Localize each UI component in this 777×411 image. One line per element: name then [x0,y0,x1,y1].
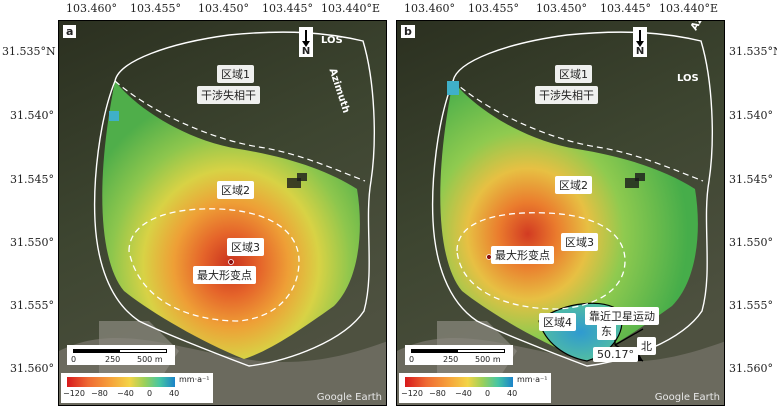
colorbar-legend: −120 −80 −40 0 40 mm·a⁻¹ [61,373,213,403]
max-deformation-point [228,259,234,265]
colorbar-tick: 40 [169,389,180,398]
scale-label: 250 [105,355,121,364]
angle-label: 50.17° [593,347,638,362]
map-canvas-a [59,21,386,405]
colorbar-tick: 0 [147,389,153,398]
colorbar-tick: 40 [507,389,518,398]
lon-tick-label: 103.440°E [659,2,719,15]
coherence-patch [109,111,119,121]
north-arrow: N [633,27,647,57]
lat-tick-label: 31.535°N [2,45,56,58]
panel-label: a [63,25,77,38]
map-credit: Google Earth [316,392,382,403]
deformation-field [102,81,360,359]
east-vector [614,328,644,346]
scale-bar: 0 250 500 m [405,345,513,365]
lon-tick-label: 103.445° [600,2,651,15]
lat-tick-label: 31.555° [729,299,773,312]
north-letter: N [635,46,645,57]
lat-tick-label: 31.545° [729,173,773,186]
decorrelation-patch [635,173,645,181]
los-label: LOS [321,35,343,46]
lat-tick-label: 31.535°N [729,45,777,58]
region1-boundary [452,80,704,182]
lon-tick-label: 103.460° [66,2,117,15]
lat-tick-label: 31.550° [10,236,54,249]
decorrelation-patch [297,173,307,181]
colorbar-tick: −120 [401,389,423,398]
scale-bar: 0 250 500 m [67,345,175,365]
colorbar-unit: mm·a⁻¹ [517,375,548,384]
scale-label: 0 [71,355,77,364]
lat-tick-label: 31.555° [10,299,54,312]
colorbar-tick: −40 [117,389,134,398]
colorbar-tick: −120 [63,389,85,398]
colorbar-gradient [67,377,175,387]
map-credit: Google Earth [654,392,720,403]
colorbar-tick: −80 [91,389,108,398]
region3-label: 区域3 [561,233,598,251]
region4-label: 区域4 [539,313,576,331]
panel-label: b [401,25,415,38]
region3-label: 区域3 [227,238,264,256]
lat-tick-label: 31.540° [729,109,773,122]
toward-satellite-label: 靠近卫星运动 [585,307,659,325]
scale-label: 500 m [475,355,501,364]
north-cn-label: 北 [637,337,656,355]
lon-tick-label: 103.455° [130,2,181,15]
max-deformation-label: 最大形变点 [491,246,554,264]
landslide-boundary [431,31,713,367]
lon-tick-label: 103.460° [404,2,455,15]
scale-label: 500 m [137,355,163,364]
lon-tick-label: 103.450° [536,2,587,15]
los-label: LOS [677,73,699,84]
region1-label: 区域1 [217,65,254,83]
lat-tick-label: 31.540° [10,109,54,122]
max-deformation-label: 最大形变点 [193,266,256,284]
scale-label: 0 [409,355,415,364]
colorbar-unit: mm·a⁻¹ [179,375,210,384]
decorrelation-label: 干涉失相干 [197,86,260,104]
landslide-boundary [93,31,375,367]
decorrelation-label: 干涉失相干 [535,86,598,104]
region2-label: 区域2 [217,181,254,199]
lat-tick-label: 31.560° [729,362,773,375]
lon-tick-label: 103.445° [262,2,313,15]
region3-boundary [128,208,300,322]
east-label: 东 [597,322,616,340]
coherence-patch [447,81,459,95]
north-arrow: N [299,27,313,57]
colorbar-tick: −80 [429,389,446,398]
region1-label: 区域1 [555,65,592,83]
lat-tick-label: 31.560° [10,362,54,375]
colorbar-gradient [405,377,513,387]
map-panel-b: b 区域1 干涉失相干 区域2 区域3 最大形变点 区域4 靠近卫星运动 东 北… [396,20,725,406]
colorbar-legend: −120 −80 −40 0 40 mm·a⁻¹ [399,373,551,403]
decorrelation-patch [287,178,301,188]
scale-label: 250 [443,355,459,364]
map-panel-a: a 区域1 干涉失相干 区域2 区域3 最大形变点 N LOS Azimuth … [58,20,387,406]
lon-tick-label: 103.455° [468,2,519,15]
north-letter: N [301,46,311,57]
lat-tick-label: 31.550° [729,236,773,249]
colorbar-tick: 0 [485,389,491,398]
lon-tick-label: 103.450° [198,2,249,15]
deformation-field [440,81,698,359]
decorrelation-patch [625,178,639,188]
region2-label: 区域2 [555,176,592,194]
lon-tick-label: 103.440°E [321,2,381,15]
region3-boundary [456,212,626,310]
lat-tick-label: 31.545° [10,173,54,186]
colorbar-tick: −40 [455,389,472,398]
region1-boundary [114,80,366,182]
